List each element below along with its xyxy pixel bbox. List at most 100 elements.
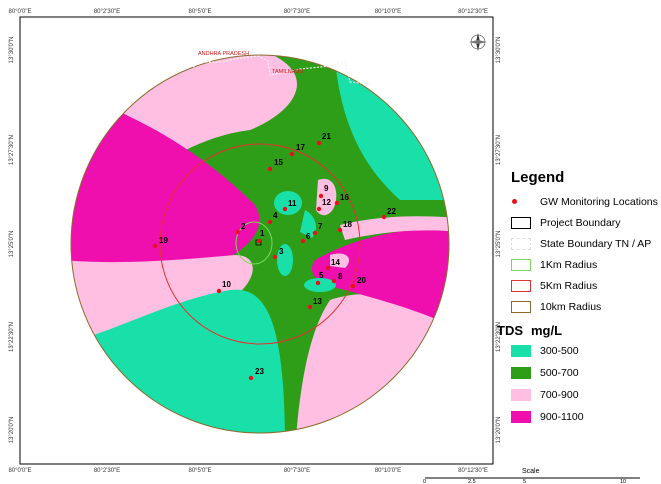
zone-300-500-pocket-b: [277, 244, 293, 276]
right-tick-label: 13°20'0"N: [496, 417, 502, 444]
zone-900-1100-e: [311, 229, 449, 330]
legend-item-state-boundary: State Boundary TN / AP: [511, 238, 651, 250]
tds-swatch: [511, 411, 531, 423]
monitoring-point-label-11: 11: [288, 199, 297, 208]
monitoring-point-label-1: 1: [260, 229, 265, 238]
zone-700-900-e: [340, 216, 449, 240]
legend-title: Legend: [511, 169, 565, 186]
state-label-tamilnadu: TAMILNADU: [272, 69, 303, 75]
zone-900-1100-w: [71, 90, 260, 290]
bottom-tick-label: 80°12'30"E: [458, 468, 488, 474]
legend-label: 900-1100: [540, 411, 584, 423]
bottom-tick-label: 80°5'0"E: [188, 468, 211, 474]
legend-item-gw-locations: GW Monitoring Locations: [511, 196, 658, 208]
zone-300-500-pocket-c: [304, 278, 336, 292]
legend-label: Project Boundary: [540, 217, 621, 229]
right-tick-label: 13°22'30"N: [496, 322, 502, 352]
tds-swatch: [511, 345, 531, 357]
monitoring-point-19: [152, 243, 158, 249]
monitoring-point-label-19: 19: [159, 236, 168, 245]
zone-700-900-pocket: [330, 253, 350, 268]
legend-item-tds-500-700: 500-700: [511, 367, 579, 379]
radius-10km-icon: [511, 301, 531, 313]
state-label-andhra-pradesh: ANDHRA PRADESH: [198, 51, 249, 57]
radius-5km: [159, 143, 361, 345]
legend-item-5km-radius: 5Km Radius: [511, 280, 597, 292]
legend-label: 5Km Radius: [540, 280, 598, 292]
scale-bar: Scale 0 2.5 5 10: [423, 468, 640, 484]
legend-label: 1Km Radius: [540, 259, 598, 271]
zone-300-500-pocket-d: [300, 210, 316, 238]
bottom-tick-label: 80°10'0"E: [375, 468, 401, 474]
tds-heading: TDS mg/L: [497, 323, 562, 338]
scale-tick-3: 10: [620, 479, 626, 484]
left-tick-label: 13°27'30"N: [9, 135, 15, 165]
tds-swatch: [511, 367, 531, 379]
graticule-ticks: 80°0'0"E 80°2'30"E 80°5'0"E 80°7'30"E 80°10'…: [8, 9, 502, 474]
legend-label: 10km Radius: [540, 301, 602, 313]
monitoring-point-label-8: 8: [338, 272, 343, 281]
tds-swatch: [511, 389, 531, 401]
project-boundary-icon: [511, 217, 531, 229]
monitoring-point-17: [289, 151, 295, 157]
monitoring-point-label-13: 13: [313, 297, 322, 306]
legend-item-tds-700-900: 700-900: [511, 389, 579, 401]
legend-label: 500-700: [540, 367, 579, 379]
radius-10km: [70, 54, 450, 434]
legend-label: 300-500: [540, 345, 579, 357]
bottom-tick-label: 80°7'30"E: [284, 468, 310, 474]
monitoring-point-12: [316, 206, 322, 212]
monitoring-point-label-9: 9: [324, 184, 329, 193]
monitoring-point-1: [256, 238, 262, 244]
monitoring-point-4: [267, 219, 273, 225]
scale-title: Scale: [522, 468, 540, 475]
zone-700-900-sw: [71, 255, 253, 350]
monitoring-point-3: [272, 254, 278, 260]
legend-label: State Boundary TN / AP: [540, 238, 652, 250]
north-arrow-compass-icon: [469, 33, 487, 51]
monitoring-point-label-18: 18: [343, 220, 352, 229]
monitoring-point-11: [282, 206, 288, 212]
monitoring-point-label-5: 5: [319, 271, 324, 280]
monitoring-point-8: [331, 278, 337, 284]
monitoring-point-label-7: 7: [318, 222, 323, 231]
monitoring-point-13: [307, 304, 313, 310]
monitoring-point-label-3: 3: [279, 247, 284, 256]
zone-300-500-pocket-a: [274, 191, 302, 215]
bottom-tick-label: 80°2'30"E: [94, 468, 120, 474]
legend-label: GW Monitoring Locations: [540, 196, 658, 208]
legend-item-1km-radius: 1Km Radius: [511, 259, 597, 271]
monitoring-point-18: [337, 227, 343, 233]
state-boundary-icon: [511, 238, 531, 250]
left-tick-label: 13°25'0"N: [9, 231, 15, 258]
monitoring-point-10: [216, 288, 222, 294]
monitoring-point-label-20: 20: [357, 276, 366, 285]
monitoring-point-22: [381, 214, 387, 220]
monitoring-point-label-14: 14: [331, 258, 340, 267]
monitoring-point-label-4: 4: [273, 211, 278, 220]
top-tick-label: 80°5'0"E: [188, 9, 211, 15]
state-boundary: [192, 55, 371, 85]
gw-location-icon: [511, 196, 531, 208]
monitoring-point-label-2: 2: [241, 222, 246, 231]
monitoring-point-2: [235, 229, 241, 235]
monitoring-point-label-16: 16: [340, 193, 349, 202]
legend-item-10km-radius: 10km Radius: [511, 301, 601, 313]
scale-tick-0: 0: [423, 479, 426, 484]
monitoring-point-6: [300, 238, 306, 244]
scale-tick-1: 2.5: [468, 479, 476, 484]
radius-5km-icon: [511, 280, 531, 292]
monitoring-point-label-15: 15: [274, 158, 283, 167]
legend-item-project-boundary: Project Boundary: [511, 217, 621, 229]
monitoring-point-20: [350, 283, 356, 289]
monitoring-point-21: [316, 140, 322, 146]
monitoring-point-5: [315, 280, 321, 286]
left-tick-label: 13°22'30"N: [9, 322, 15, 352]
monitoring-point-label-10: 10: [222, 280, 231, 289]
top-tick-label: 80°2'30"E: [94, 9, 120, 15]
monitoring-point-label-12: 12: [322, 198, 331, 207]
monitoring-point-label-6: 6: [306, 232, 311, 241]
monitoring-point-16: [334, 200, 340, 206]
